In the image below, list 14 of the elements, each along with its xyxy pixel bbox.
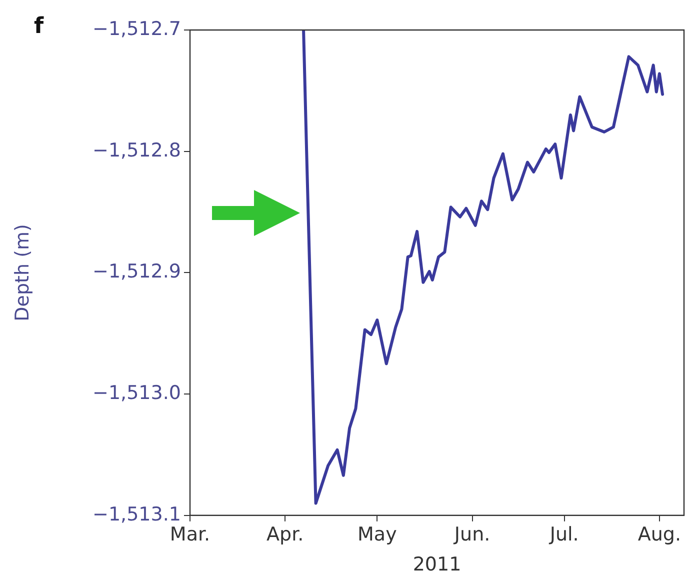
x-tick-label: Aug. xyxy=(638,524,682,546)
text: f xyxy=(34,14,44,39)
y-tick-label: −1,513.1 xyxy=(92,503,181,526)
y-tick-label: −1,512.7 xyxy=(92,18,181,40)
x-tick-label: Jul. xyxy=(548,524,579,546)
y-tick-label: −1,512.9 xyxy=(92,260,181,283)
x-tick-label: Mar. xyxy=(170,524,210,546)
y-tick-label: −1,513.0 xyxy=(92,382,181,404)
x-axis-title: 2011 xyxy=(412,554,462,576)
y-tick-label: −1,512.8 xyxy=(92,139,181,162)
x-tick-label: Apr. xyxy=(266,524,304,546)
y-axis-title: Depth (m) xyxy=(11,224,34,322)
x-tick-label: Jun. xyxy=(453,524,490,546)
x-tick-label: May xyxy=(358,524,397,546)
